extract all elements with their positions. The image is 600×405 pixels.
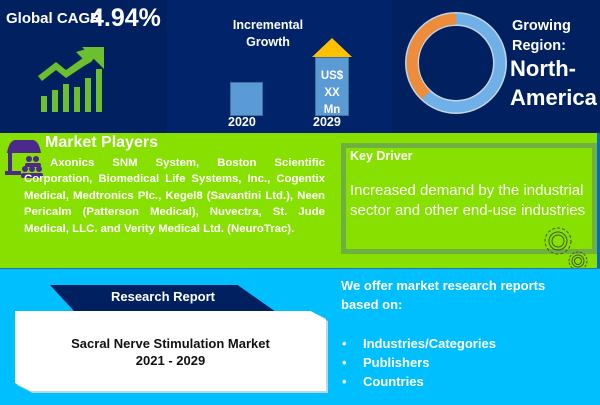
bar-2029-value: US$ XX Mn (315, 68, 349, 119)
market-players-list: Axonics SNM System, Boston Scientific Co… (24, 157, 325, 235)
growing-region-value-line2: America (510, 85, 597, 110)
report-title-name: Sacral Nerve Stimulation Market (71, 336, 270, 351)
research-report-banner (50, 285, 276, 312)
report-title-period: 2021 - 2029 (135, 353, 206, 368)
bar-2029-currency: US$ (320, 70, 344, 82)
market-players-title: Market Players (45, 134, 158, 151)
incremental-growth-title-line2: Growth (246, 35, 290, 49)
year-label-2029: 2029 (313, 115, 341, 129)
cagr-value: 4.94% (90, 4, 161, 32)
bar-2029 (315, 57, 349, 116)
growth-chart-icon (38, 47, 104, 112)
region-donut-icon (405, 12, 507, 114)
key-driver-box (341, 143, 597, 254)
growing-region-label-line1: Growing (512, 18, 571, 34)
offer-item: Countries (341, 372, 496, 391)
incremental-growth-title-line1: Incremental (232, 18, 304, 32)
offer-intro: We offer market research reports based o… (341, 278, 546, 312)
offer-list: Industries/Categories Publishers Countri… (341, 334, 496, 391)
report-title: Sacral Nerve Stimulation Market 2021 - 2… (15, 335, 326, 369)
report-card (15, 311, 326, 391)
bar-2020 (230, 82, 263, 116)
key-driver-title: Key Driver (350, 149, 413, 163)
incremental-growth-title: Incremental Growth (218, 17, 318, 51)
cagr-panel (0, 0, 167, 133)
year-label-2020: 2020 (228, 115, 256, 129)
growing-region-value-line1: North- (510, 56, 576, 81)
key-driver-text: Increased demand by the industrial secto… (350, 182, 586, 219)
growing-region-label: Growing Region: (512, 16, 571, 56)
incremental-growth-panel (167, 0, 392, 133)
cagr-label: Global CAGR (6, 10, 102, 27)
bar-2029-amount: XX Mn (323, 87, 341, 116)
offer-item: Publishers (341, 353, 496, 372)
research-report-label: Research Report (110, 289, 216, 304)
offer-item: Industries/Categories (341, 334, 496, 353)
up-arrow-icon (312, 38, 352, 57)
growing-region-value: North- America (510, 54, 597, 112)
growing-region-label-line2: Region: (512, 38, 566, 54)
market-stall-icon (5, 140, 43, 178)
